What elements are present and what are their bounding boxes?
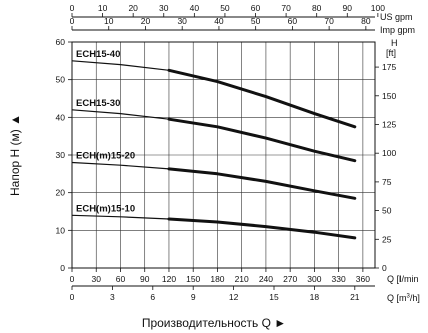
tick-label-x-us-gpm: 90 <box>343 3 353 13</box>
series-label-4: ECH(m)15-10 <box>76 203 135 214</box>
tick-label-y-ft: 75 <box>382 177 392 187</box>
tick-label-y-ft: 125 <box>382 119 396 129</box>
tick-label-x-m3h: 6 <box>150 292 155 302</box>
tick-label-y-m: 30 <box>56 150 66 160</box>
top-axis-unit-us-gpm: US gpm <box>380 12 413 22</box>
tick-label-x-lmin: 300 <box>307 274 321 284</box>
tick-label-x-lmin: 330 <box>332 274 346 284</box>
tick-label-x-us-gpm: 60 <box>251 3 261 13</box>
tick-label-y-ft: 150 <box>382 91 396 101</box>
tick-label-x-imp-gpm: 70 <box>324 16 334 26</box>
tick-label-x-lmin: 0 <box>70 274 75 284</box>
tick-label-y-m: 50 <box>56 75 66 85</box>
tick-label-y-ft: 25 <box>382 234 392 244</box>
curve-2-low-flow <box>71 109 170 120</box>
tick-label-x-m3h: 3 <box>110 292 115 302</box>
tick-label-x-imp-gpm: 80 <box>361 16 371 26</box>
curve-3-low-flow <box>71 161 170 170</box>
series-label-1: ECH15-40 <box>76 49 120 60</box>
x-axis-unit-lmin: Q [l/min <box>387 274 419 284</box>
tick-label-x-lmin: 90 <box>140 274 150 284</box>
tick-label-x-imp-gpm: 60 <box>288 16 298 26</box>
curve-3 <box>167 167 357 200</box>
x-axis-title: Производительность Q ► <box>142 316 286 330</box>
tick-label-y-ft: 100 <box>382 148 396 158</box>
tick-label-x-us-gpm: 50 <box>220 3 230 13</box>
tick-label-x-lmin: 150 <box>186 274 200 284</box>
tick-label-x-lmin: 120 <box>162 274 176 284</box>
tick-label-y-m: 20 <box>56 188 66 198</box>
x-axis-unit-m3h: Q [m3/h] <box>387 293 420 303</box>
tick-label-y-ft: 0 <box>382 263 387 273</box>
top-axis-unit-imp-gpm: Imp gpm <box>380 25 415 35</box>
tick-label-x-lmin: 60 <box>116 274 126 284</box>
tick-label-x-us-gpm: 100 <box>371 3 385 13</box>
tick-label-y-ft: 175 <box>382 62 396 72</box>
tick-label-x-lmin: 30 <box>92 274 102 284</box>
tick-label-x-us-gpm: 40 <box>190 3 200 13</box>
curves: ECH15-40 ECH15-30 ECH(m)15-20 ECH(m)15-10 <box>71 49 357 240</box>
tick-label-x-m3h: 9 <box>191 292 196 302</box>
tick-label-x-us-gpm: 80 <box>312 3 322 13</box>
ticks: 0 30 60 90 120 150 180 210 240 270 300 330 360010203… <box>56 3 397 302</box>
curve-1-low-flow <box>71 60 170 71</box>
curve-2 <box>167 117 357 163</box>
tick-label-x-us-gpm: 20 <box>128 3 138 13</box>
series-label-3: ECH(m)15-20 <box>76 151 135 162</box>
curve-4 <box>167 217 357 240</box>
series-label-2: ECH15-30 <box>76 98 120 109</box>
tick-label-x-imp-gpm: 30 <box>177 16 187 26</box>
y-axis-title: Напор H (м) ▲ <box>8 114 22 196</box>
tick-label-x-imp-gpm: 10 <box>104 16 114 26</box>
tick-label-x-us-gpm: 30 <box>159 3 169 13</box>
tick-label-x-imp-gpm: 40 <box>214 16 224 26</box>
tick-label-x-us-gpm: 10 <box>98 3 108 13</box>
tick-label-x-m3h: 12 <box>229 292 239 302</box>
tick-label-x-lmin: 360 <box>356 274 370 284</box>
right-axis-unit-h: H <box>391 38 398 48</box>
curve-1 <box>167 68 357 129</box>
tick-label-x-lmin: 210 <box>235 274 249 284</box>
tick-label-y-m: 40 <box>56 112 66 122</box>
curve-4-low-flow <box>71 214 170 220</box>
plot-frame <box>71 41 376 269</box>
tick-label-x-m3h: 21 <box>350 292 360 302</box>
tick-label-y-m: 0 <box>60 263 65 273</box>
tick-label-x-m3h: 15 <box>269 292 279 302</box>
tick-label-x-imp-gpm: 0 <box>70 16 75 26</box>
tick-label-x-m3h: 0 <box>70 292 75 302</box>
tick-label-x-us-gpm: 0 <box>70 3 75 13</box>
tick-label-y-m: 60 <box>56 37 66 47</box>
tick-label-x-lmin: 240 <box>259 274 273 284</box>
tick-label-x-m3h: 18 <box>310 292 320 302</box>
tick-label-x-lmin: 180 <box>210 274 224 284</box>
tick-label-x-us-gpm: 70 <box>281 3 291 13</box>
tick-label-y-m: 10 <box>56 225 66 235</box>
right-axis-unit-ft: [ft] <box>386 48 396 58</box>
tick-label-x-imp-gpm: 50 <box>251 16 261 26</box>
tick-label-x-imp-gpm: 20 <box>141 16 151 26</box>
tick-label-y-ft: 50 <box>382 206 392 216</box>
tick-label-x-lmin: 270 <box>283 274 297 284</box>
